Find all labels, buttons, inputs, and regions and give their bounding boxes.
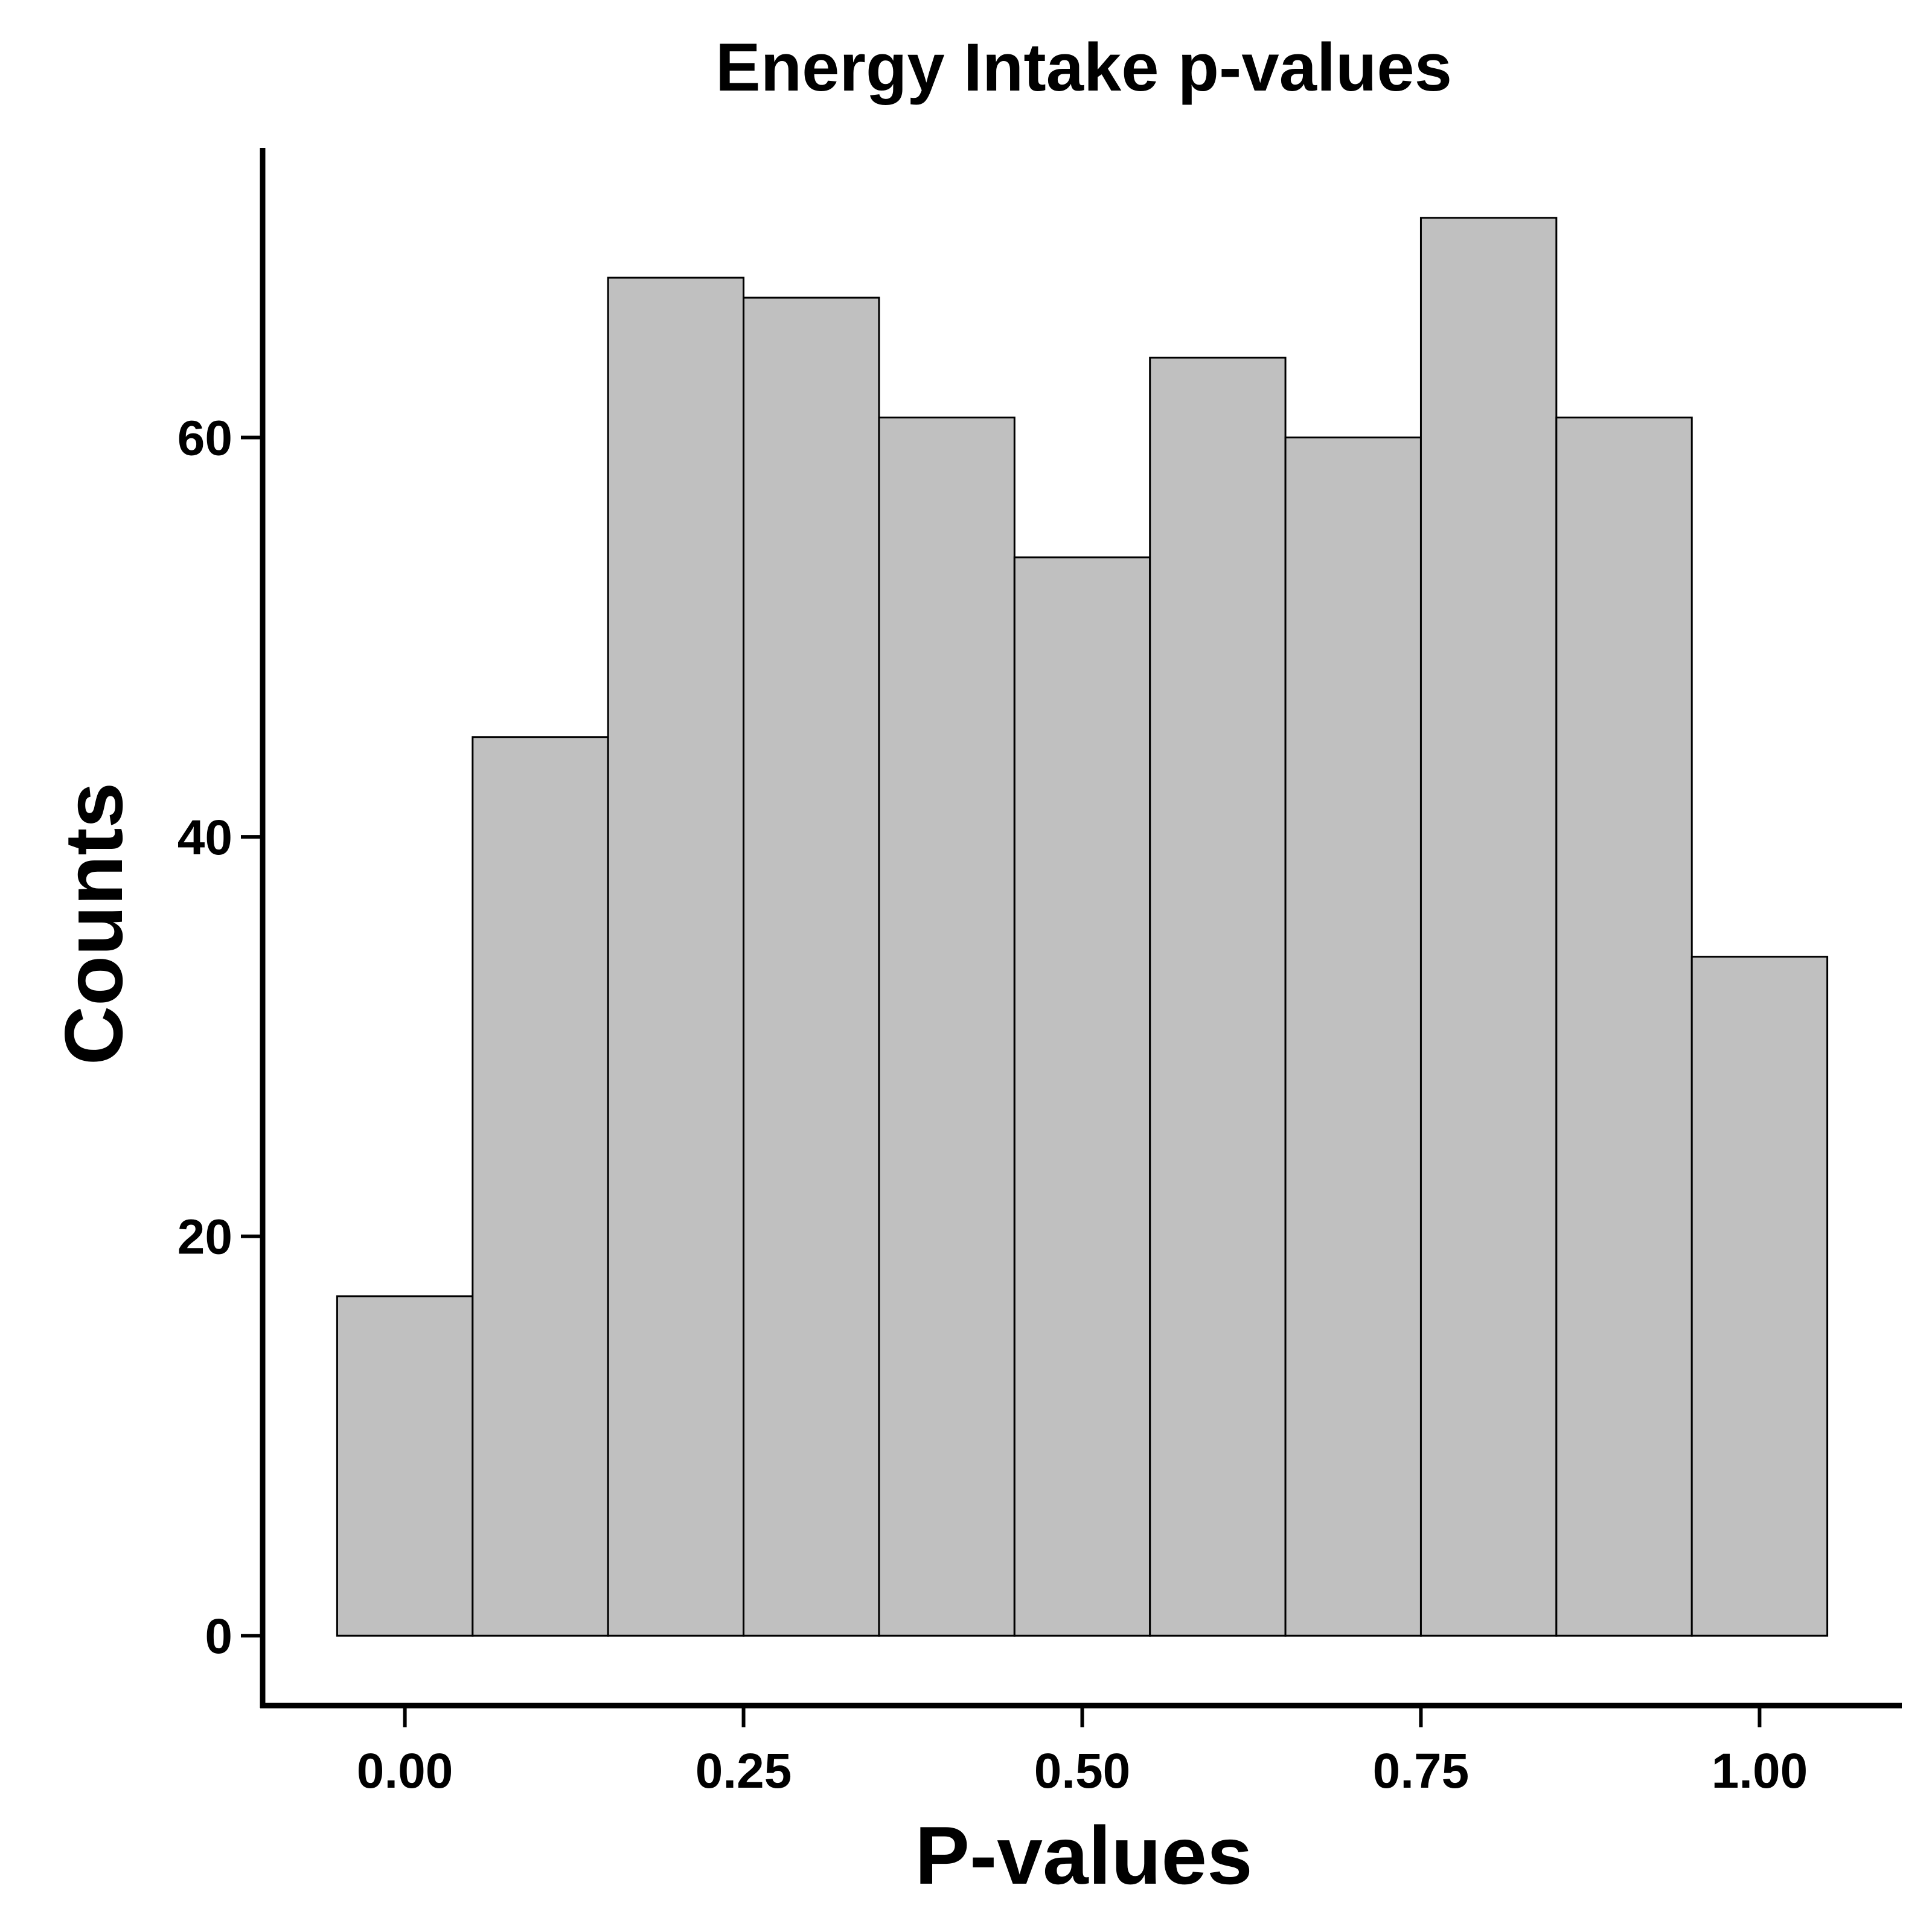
- x-tick-label: 0.50: [1034, 1744, 1131, 1799]
- x-tick-label: 0.00: [357, 1744, 453, 1799]
- y-tick-label: 60: [178, 411, 232, 466]
- histogram-bar: [1419, 217, 1558, 1637]
- y-tick-label: 0: [205, 1609, 232, 1664]
- x-axis-ticks: 0.00 0.25 0.50 0.75 1.00: [357, 1706, 1808, 1799]
- x-tick-label: 1.00: [1712, 1744, 1808, 1799]
- histogram-bar: [743, 296, 880, 1637]
- x-axis-title: P-values: [915, 1809, 1252, 1901]
- histogram-bar: [1555, 417, 1693, 1637]
- histogram-bar: [1149, 356, 1287, 1637]
- histogram-bar: [607, 277, 745, 1637]
- y-axis-title: Counts: [48, 782, 139, 1065]
- y-tick-label: 40: [178, 810, 232, 865]
- histogram-bar: [336, 1295, 474, 1637]
- histogram-bar: [472, 736, 609, 1637]
- chart-title: Energy Intake p-values: [715, 30, 1452, 105]
- histogram-bar: [1013, 556, 1151, 1637]
- x-tick-label: 0.25: [696, 1744, 792, 1799]
- histogram-bar: [878, 417, 1016, 1637]
- y-axis-ticks: 0 20 40 60: [178, 411, 263, 1664]
- y-tick-label: 20: [178, 1210, 232, 1265]
- bars-group: [336, 217, 1829, 1637]
- x-tick-label: 0.75: [1373, 1744, 1470, 1799]
- histogram-bar: [1284, 437, 1422, 1637]
- histogram-bar: [1690, 956, 1829, 1637]
